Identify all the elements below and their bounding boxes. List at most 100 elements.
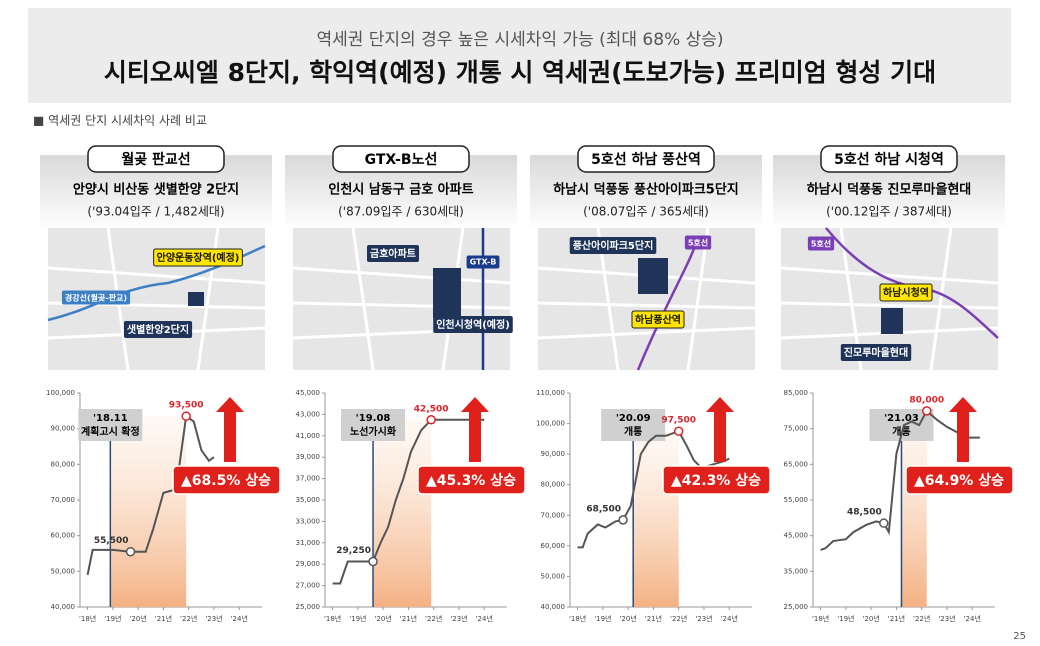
- event-label: 노선가시화: [350, 425, 397, 438]
- x-tick-label: '19년: [104, 614, 121, 623]
- rise-period: [373, 419, 432, 607]
- map-label: 금호아파트: [370, 247, 416, 260]
- section-label: ■ 역세권 단지 시세차익 사례 비교: [33, 114, 207, 128]
- map-label-box: [123, 321, 193, 338]
- x-tick-label: '21년: [400, 614, 417, 623]
- event-label: 계획고시 확정: [81, 425, 140, 438]
- value-label: 29,250: [336, 546, 371, 556]
- highlight-point: [368, 556, 378, 567]
- y-tick-label: 25,000: [296, 603, 321, 611]
- y-tick-label: 90,000: [51, 425, 76, 433]
- complex-info: ('00.12입주 / 387세대): [826, 205, 952, 219]
- y-tick-label: 39,000: [296, 453, 321, 461]
- y-tick-label: 37,000: [296, 475, 321, 483]
- x-tick-label: '23년: [450, 614, 467, 623]
- x-tick-label: '18년: [812, 614, 829, 623]
- y-tick-label: 27,000: [296, 582, 321, 590]
- x-tick-label: '23년: [938, 614, 955, 623]
- map-road: [929, 227, 953, 371]
- x-tick-label: '20년: [129, 614, 146, 623]
- panel-tag-box: [820, 145, 958, 173]
- map-road: [780, 266, 999, 285]
- event-label: '19.08: [356, 413, 391, 424]
- x-tick-label: '18년: [569, 614, 586, 623]
- y-tick-label: 110,000: [536, 389, 565, 397]
- map-label: GTX-B: [470, 258, 497, 267]
- x-tick-label: '22년: [670, 614, 687, 623]
- complex-name: 하남시 덕풍동 풍산아이파크5단지: [553, 182, 739, 198]
- y-tick-label: 70,000: [51, 496, 76, 504]
- rise-label: ▲45.3% 상승: [426, 473, 516, 489]
- subtitle: 역세권 단지의 경우 높은 시세차익 가능 (최대 68% 상승): [316, 30, 723, 50]
- rise-box: [662, 465, 771, 495]
- panel-tag: 5호선 하남 시청역: [834, 151, 944, 168]
- highlight-point: [181, 411, 191, 421]
- map-complex-block: [433, 268, 461, 318]
- x-tick-label: '21년: [888, 614, 905, 623]
- value-label: 97,500: [661, 416, 696, 426]
- map-label: 5호선: [811, 239, 831, 249]
- map-label: 안양운동장역(예정): [157, 251, 240, 264]
- map-label-box: [433, 316, 513, 333]
- highlight-point: [426, 415, 436, 425]
- y-tick-label: 45,000: [296, 389, 321, 397]
- y-tick-label: 25,000: [784, 603, 809, 611]
- y-tick-label: 55,000: [784, 496, 809, 504]
- y-tick-label: 50,000: [541, 572, 566, 580]
- map-road: [537, 301, 756, 310]
- map-complex-block: [881, 308, 903, 334]
- map-label-box: [807, 236, 835, 251]
- price-line: [332, 418, 485, 585]
- x-tick-label: '18년: [79, 614, 96, 623]
- y-tick-label: 100,000: [46, 389, 75, 397]
- y-tick-label: 50,000: [51, 567, 76, 575]
- y-tick-label: 65,000: [784, 460, 809, 468]
- title: 시티오씨엘 8단지, 학익역(예정) 개통 시 역세권(도보가능) 프리미엄 형…: [104, 58, 936, 87]
- panel-tag: 5호선 하남 풍산역: [591, 151, 701, 168]
- y-tick-label: 60,000: [541, 542, 566, 550]
- map-label: 진모루마을현대: [844, 346, 908, 359]
- x-tick-label: '23년: [695, 614, 712, 623]
- highlight-point: [879, 518, 889, 528]
- value-label: 68,500: [586, 504, 621, 514]
- y-tick-label: 35,000: [296, 496, 321, 504]
- rise-box: [905, 465, 1014, 495]
- map-complex-block: [188, 292, 204, 306]
- map-label-box: [153, 248, 243, 267]
- rise-label: ▲64.9% 상승: [914, 473, 1004, 489]
- event-label-box: [78, 409, 143, 441]
- y-tick-label: 40,000: [51, 603, 76, 611]
- map-road: [47, 266, 266, 285]
- y-tick-label: 85,000: [784, 389, 809, 397]
- value-label: 93,500: [169, 401, 204, 411]
- y-tick-label: 43,000: [296, 410, 321, 418]
- x-tick-label: '19년: [837, 614, 854, 623]
- map-label: 풍산아이파크5단지: [573, 239, 654, 252]
- panel-tag: GTX-B노선: [365, 152, 438, 168]
- map-label-box: [466, 255, 500, 269]
- x-tick-label: '20년: [862, 614, 879, 623]
- highlight-point: [922, 406, 932, 416]
- map-label: 인천시청역(예정): [436, 318, 510, 331]
- map-label-box: [879, 283, 933, 302]
- event-label-box: [341, 409, 406, 441]
- map-label: 샛별한양2단지: [127, 323, 189, 336]
- x-tick-label: '24년: [476, 614, 493, 623]
- panel-tag: 월곶 판교선: [121, 151, 190, 168]
- y-tick-label: 70,000: [541, 511, 566, 519]
- x-tick-label: '22년: [180, 614, 197, 623]
- x-tick-label: '19년: [349, 614, 366, 623]
- complex-name: 인천시 남동구 금호 아파트: [328, 182, 473, 198]
- x-tick-label: '24년: [231, 614, 248, 623]
- x-tick-label: '23년: [205, 614, 222, 623]
- y-tick-label: 40,000: [541, 603, 566, 611]
- rise-arrow: [706, 397, 734, 462]
- y-tick-label: 41,000: [296, 432, 321, 440]
- event-label: '21.03: [884, 413, 919, 424]
- rise-label: ▲68.5% 상승: [181, 473, 271, 489]
- rise-arrow: [949, 397, 977, 462]
- event-label: '18.11: [93, 413, 128, 424]
- value-label: 42,500: [414, 404, 449, 414]
- x-tick-label: '22년: [913, 614, 930, 623]
- rise-period: [110, 416, 187, 607]
